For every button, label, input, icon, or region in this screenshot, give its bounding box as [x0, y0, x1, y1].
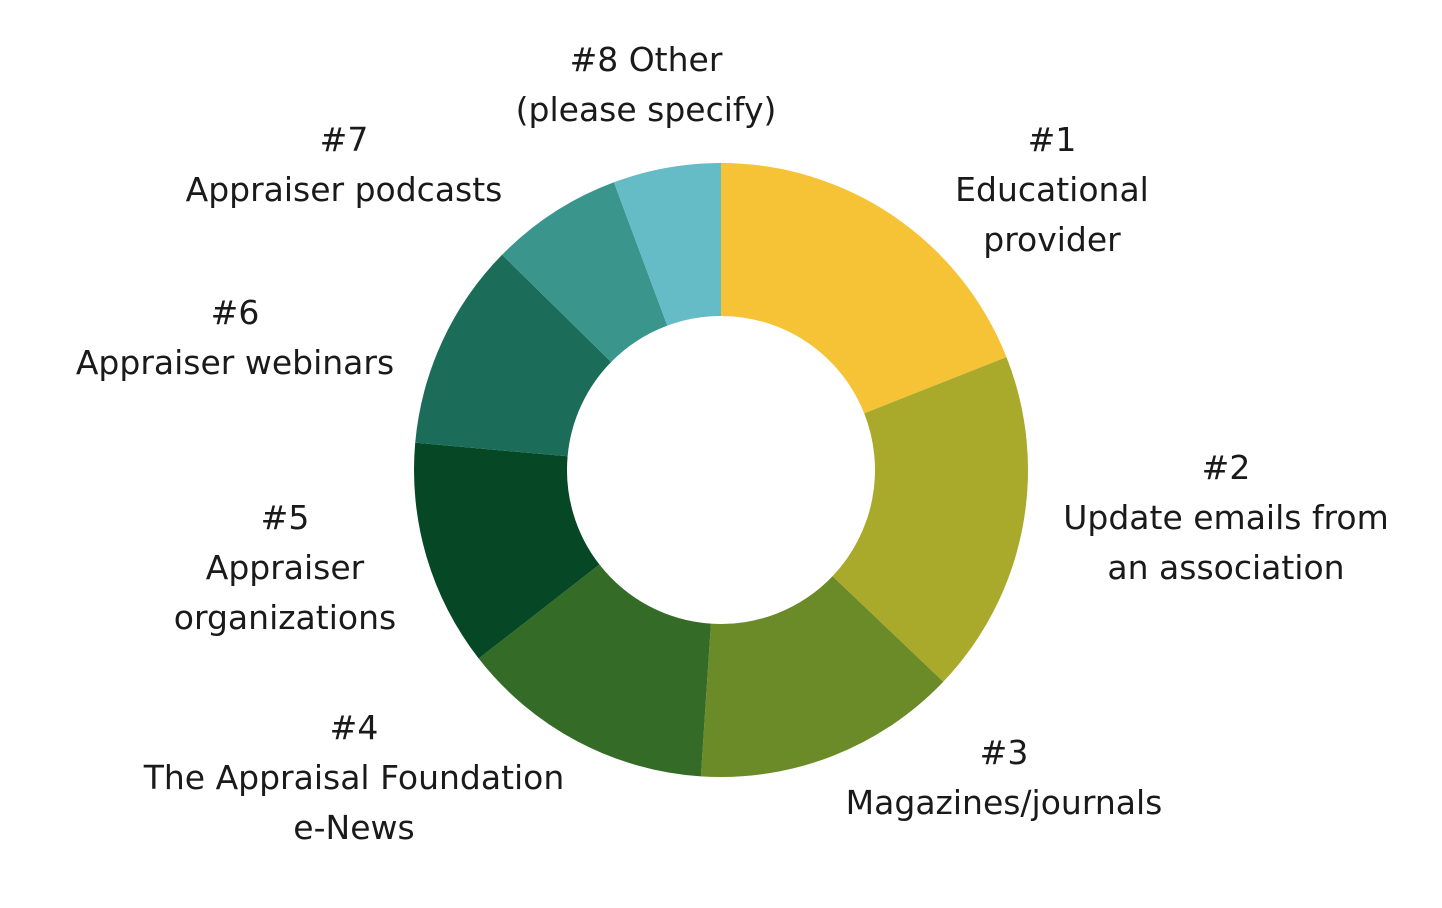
slice-label-2-line-2: Update emails from	[1063, 498, 1389, 537]
slice-label-1-line-2: Educational	[955, 170, 1149, 209]
slice-label-3-line-2: Magazines/journals	[845, 783, 1163, 822]
slice-label-6: #6 Appraiser webinars	[76, 288, 394, 388]
donut-slice-3	[700, 576, 944, 777]
slice-label-5-line-3: organizations	[173, 598, 397, 637]
slice-label-5-line-2: Appraiser	[205, 548, 365, 587]
slice-label-7: #7 Appraiser podcasts	[186, 115, 503, 215]
slice-label-5: #5 Appraiser organizations	[174, 493, 396, 643]
donut-slice-8	[613, 163, 721, 326]
donut-slice-4	[478, 564, 711, 777]
slice-label-1: #1 Educational provider	[955, 115, 1149, 265]
slice-label-6-line-1: #6	[210, 293, 260, 332]
slice-label-3-line-1: #3	[979, 733, 1029, 772]
slice-label-4: #4 The Appraisal Foundation e-News	[144, 703, 565, 853]
slice-label-2: #2 Update emails from an association	[1063, 443, 1389, 593]
slice-label-1-line-1: #1	[1027, 120, 1077, 159]
slice-label-5-line-1: #5	[260, 498, 310, 537]
donut-slice-5	[414, 442, 600, 659]
donut-slice-7	[502, 182, 668, 363]
slice-label-8: #8 Other (please specify)	[516, 35, 777, 135]
slice-label-2-line-3: an association	[1107, 548, 1345, 587]
slice-label-1-line-3: provider	[983, 220, 1121, 259]
slice-label-4-line-2: The Appraisal Foundation	[143, 758, 565, 797]
slice-label-2-line-1: #2	[1201, 448, 1251, 487]
slice-label-4-line-1: #4	[329, 708, 379, 747]
slice-label-8-line-1: #8 Other	[569, 40, 723, 79]
slice-label-3: #3 Magazines/journals	[846, 728, 1163, 828]
slice-label-6-line-2: Appraiser webinars	[75, 343, 395, 382]
donut-slice-1	[721, 163, 1007, 414]
donut-slice-6	[415, 254, 612, 457]
donut-slice-2	[832, 357, 1028, 682]
slice-label-8-line-2: (please specify)	[515, 90, 777, 129]
slice-label-7-line-1: #7	[319, 120, 369, 159]
slice-label-4-line-3: e-News	[293, 808, 415, 847]
slice-label-7-line-2: Appraiser podcasts	[185, 170, 503, 209]
